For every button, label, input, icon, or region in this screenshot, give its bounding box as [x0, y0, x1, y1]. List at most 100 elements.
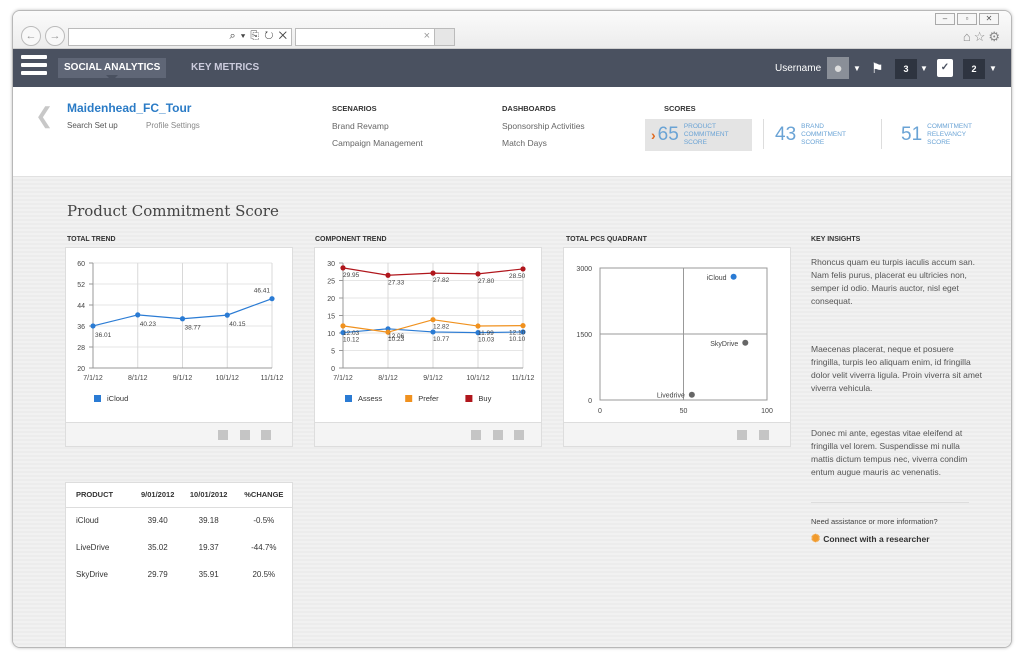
close-window-icon[interactable]: ✕ — [979, 13, 999, 25]
notification-caret-icon[interactable]: ▼ — [920, 64, 928, 73]
share-icon[interactable] — [759, 430, 769, 440]
data-label: 36.01 — [95, 332, 112, 339]
table-cell: 20.5% — [252, 570, 276, 579]
data-point — [475, 330, 481, 336]
scenarios-heading: SCENARIOS — [332, 104, 377, 113]
data-point — [430, 270, 436, 276]
flag-icon[interactable]: ⚑ — [871, 60, 884, 76]
home-icon[interactable]: ⌂ — [962, 29, 974, 44]
x-tick-label: 9/1/12 — [173, 375, 193, 382]
data-label: 10.77 — [433, 336, 450, 343]
score-brand-commitment[interactable]: 43 BRAND COMMITMENT SCORE — [775, 119, 846, 151]
component-trend-footer — [314, 423, 542, 447]
data-label: 10.23 — [388, 336, 405, 343]
export-icon[interactable] — [737, 430, 747, 440]
data-label: 46.41 — [254, 288, 271, 295]
task-caret-icon[interactable]: ▼ — [989, 64, 997, 73]
search-setup-link[interactable]: Search Set up — [67, 121, 118, 130]
data-label: 27.80 — [478, 278, 495, 285]
y-tick-label: 28 — [77, 345, 85, 352]
data-label: 29.95 — [343, 272, 360, 279]
new-tab-button[interactable] — [434, 29, 454, 45]
user-caret-icon[interactable]: ▼ — [853, 64, 861, 73]
close-tab-icon[interactable]: × — [423, 30, 430, 42]
browser-tab[interactable]: × — [295, 28, 455, 46]
y-tick-label: 20 — [327, 296, 335, 303]
table-cell: 35.02 — [147, 543, 168, 552]
dashboard-match-days[interactable]: Match Days — [502, 138, 547, 148]
score-commitment-relevancy[interactable]: 51 COMMITMENT RELEVANCY SCORE — [901, 119, 972, 151]
export-icon[interactable] — [218, 430, 228, 440]
table-cell: 39.18 — [198, 516, 219, 526]
table-row: LiveDrive 35.02 19.37 -44.7% — [66, 534, 292, 561]
top-navigation: SOCIAL ANALYTICS KEY METRICS Username ● … — [13, 49, 1011, 87]
expand-icon[interactable] — [261, 430, 271, 440]
clipboard-icon[interactable]: ✓ — [937, 59, 953, 77]
browser-tool-icons[interactable]: ⌂☆⚙ — [963, 29, 1003, 45]
score-product-commitment[interactable]: › 65 PRODUCT COMMITMENT SCORE — [645, 119, 752, 151]
tab-social-analytics[interactable]: SOCIAL ANALYTICS — [58, 58, 167, 81]
main-content: Product Commitment Score TOTAL TREND 20 2… — [13, 177, 1011, 647]
data-point — [520, 266, 526, 272]
tab-key-metrics[interactable]: KEY METRICS — [191, 62, 260, 73]
browser-window: ← → ⌕ ▾ ⎘ ↻ ✕ × – ▫ ✕ ⌂☆⚙ SOCIAL ANALYTICS… — [12, 10, 1012, 648]
task-count[interactable]: 2 — [963, 59, 985, 79]
column-header: %CHANGE — [235, 483, 292, 508]
maximize-icon[interactable]: ▫ — [957, 13, 977, 25]
y-tick-label: 0 — [331, 366, 335, 373]
forward-arrow-icon[interactable]: → — [45, 26, 65, 46]
y-tick-label: 10 — [327, 331, 335, 338]
data-point — [475, 323, 481, 329]
y-tick-label: 30 — [327, 261, 335, 268]
data-point — [135, 312, 141, 318]
quadrant-heading: TOTAL PCS QUADRANT — [566, 236, 647, 243]
scenario-campaign-management[interactable]: Campaign Management — [332, 138, 423, 148]
profile-settings-link[interactable]: Profile Settings — [146, 121, 200, 130]
dashboard-sponsorship[interactable]: Sponsorship Activities — [502, 121, 585, 131]
score-label: PRODUCT COMMITMENT SCORE — [683, 123, 729, 146]
data-point — [475, 271, 481, 277]
connect-label: Connect with a researcher — [823, 534, 930, 544]
column-header: 9/01/2012 — [133, 483, 182, 508]
table-cell: 35.91 — [198, 570, 219, 579]
table-cell: 39.40 — [147, 516, 168, 526]
assistance-text: Need assistance or more information? — [811, 517, 938, 526]
data-label: 28.50 — [509, 273, 526, 280]
avatar-icon[interactable]: ● — [827, 57, 849, 79]
share-icon[interactable] — [493, 430, 503, 440]
project-title[interactable]: Maidenhead_FC_Tour — [67, 101, 192, 115]
back-arrow-icon[interactable]: ← — [21, 26, 41, 46]
total-trend-chart: 20 28 36 44 52 60 7/1/12 8/1/12 9/1/12 10/1/12 11/… — [77, 261, 283, 403]
score-value: 65 — [657, 124, 679, 145]
legend-label: Assess — [358, 394, 382, 403]
star-icon[interactable]: ☆ — [973, 29, 989, 44]
divider — [811, 502, 969, 503]
table-row: iCloud 39.40 39.18 -0.5% — [66, 507, 292, 534]
connect-researcher-link[interactable]: ✺ Connect with a researcher — [811, 532, 930, 545]
score-value: 43 — [775, 124, 797, 145]
notification-count[interactable]: 3 — [895, 59, 917, 79]
table-cell: -44.7% — [251, 543, 277, 552]
total-trend-footer — [65, 423, 293, 447]
data-point — [385, 329, 391, 335]
point-label: Livedrive — [657, 393, 685, 400]
scenario-brand-revamp[interactable]: Brand Revamp — [332, 121, 389, 131]
chevron-right-icon: › — [651, 127, 656, 143]
export-icon[interactable] — [471, 430, 481, 440]
y-tick-label: 20 — [77, 366, 85, 373]
browser-chrome: ← → ⌕ ▾ ⎘ ↻ ✕ × – ▫ ✕ ⌂☆⚙ — [13, 11, 1011, 49]
address-bar[interactable]: ⌕ ▾ ⎘ ↻ ✕ — [68, 28, 292, 46]
data-label: 27.82 — [433, 277, 450, 284]
chevron-left-icon[interactable]: ❮ — [35, 103, 54, 128]
menu-icon[interactable] — [21, 55, 47, 81]
legend-label: iCloud — [107, 394, 128, 403]
legend-swatch — [345, 395, 352, 402]
username-label[interactable]: Username — [775, 63, 822, 74]
data-label: 11.99 — [478, 330, 494, 337]
address-bar-icons[interactable]: ⌕ ▾ ⎘ ↻ ✕ — [229, 30, 288, 42]
gear-icon[interactable]: ⚙ — [988, 29, 1003, 44]
score-divider — [881, 119, 882, 149]
share-icon[interactable] — [240, 430, 250, 440]
expand-icon[interactable] — [514, 430, 524, 440]
minimize-icon[interactable]: – — [935, 13, 955, 25]
